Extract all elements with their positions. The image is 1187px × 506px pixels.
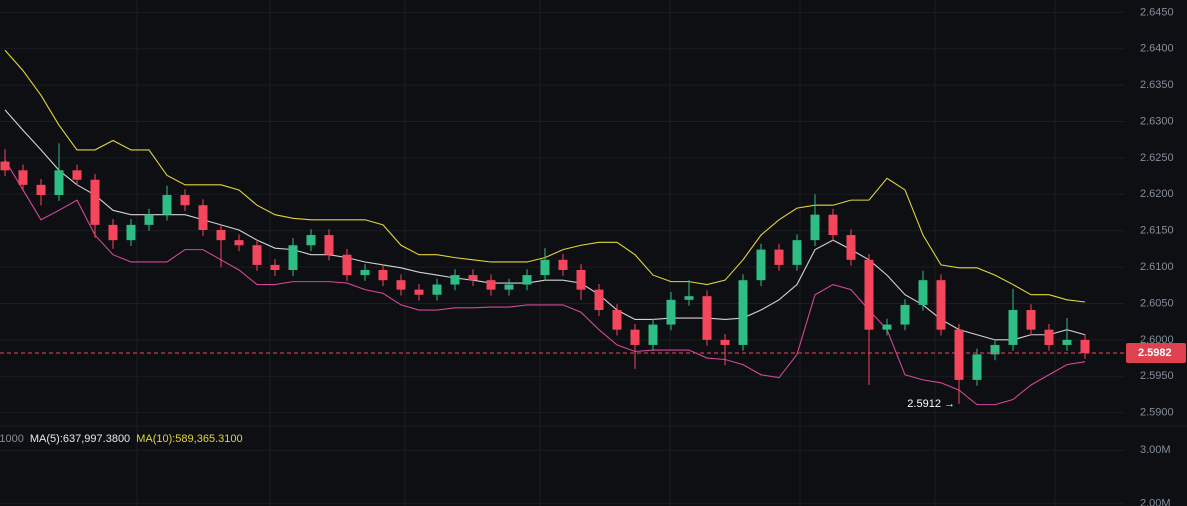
candle-body bbox=[666, 299, 676, 325]
candle-body bbox=[108, 224, 118, 241]
candle-body bbox=[468, 275, 478, 281]
candle-body bbox=[738, 280, 748, 345]
volume-tick-label: 3.00M bbox=[1140, 444, 1171, 456]
volume-legend: MA(5):637,997.3800 bbox=[30, 433, 130, 445]
candle-body bbox=[810, 214, 820, 241]
candle-body bbox=[576, 269, 586, 290]
last-price-label: 2.5982 bbox=[1138, 347, 1172, 359]
candle-body bbox=[414, 289, 424, 295]
volume-legend: MA(10):589,365.3100 bbox=[136, 433, 242, 445]
candle-body bbox=[756, 249, 766, 281]
low-annotation: 2.5912 → bbox=[907, 398, 955, 410]
y-tick-label: 2.6450 bbox=[1140, 6, 1174, 18]
volume-tick-label: 2.00M bbox=[1140, 497, 1171, 506]
candle-body bbox=[360, 269, 370, 276]
candle-body bbox=[72, 170, 82, 180]
candle-body bbox=[972, 354, 982, 380]
candle-body bbox=[612, 310, 622, 330]
candle-body bbox=[720, 339, 730, 345]
candle-body bbox=[378, 269, 388, 281]
candle-body bbox=[792, 240, 802, 265]
candle-body bbox=[1080, 339, 1090, 353]
candle-body bbox=[234, 240, 244, 246]
volume-legend: 354.1000 bbox=[0, 433, 24, 445]
candle-body bbox=[540, 259, 550, 276]
candle-body bbox=[288, 245, 298, 270]
candle-body bbox=[270, 264, 280, 270]
candle-body bbox=[306, 235, 316, 246]
candle-body bbox=[342, 254, 352, 276]
candle-body bbox=[828, 214, 838, 236]
candle-body bbox=[1026, 310, 1036, 330]
candle-body bbox=[648, 324, 658, 345]
y-tick-label: 2.5900 bbox=[1140, 407, 1174, 419]
candle-body bbox=[774, 249, 784, 265]
y-tick-label: 2.6300 bbox=[1140, 115, 1174, 127]
y-tick-label: 2.6400 bbox=[1140, 43, 1174, 55]
candle-body bbox=[144, 214, 154, 225]
candle-body bbox=[1044, 329, 1054, 345]
candle-body bbox=[558, 259, 568, 270]
y-tick-label: 2.5950 bbox=[1140, 370, 1174, 382]
candle-body bbox=[702, 296, 712, 340]
y-tick-label: 2.6350 bbox=[1140, 79, 1174, 91]
y-tick-label: 2.6100 bbox=[1140, 261, 1174, 273]
candle-body bbox=[180, 195, 190, 206]
candle-body bbox=[900, 304, 910, 325]
candle-body bbox=[450, 275, 460, 285]
candle-body bbox=[162, 195, 172, 215]
candle-body bbox=[684, 296, 694, 300]
band-line bbox=[4, 159, 1086, 406]
candle-body bbox=[1062, 339, 1072, 345]
candle-body bbox=[846, 235, 856, 260]
candle-body bbox=[216, 229, 226, 241]
candle-body bbox=[0, 161, 10, 171]
candle-body bbox=[90, 179, 100, 225]
candle-body bbox=[54, 170, 64, 196]
y-tick-label: 2.6050 bbox=[1140, 297, 1174, 309]
candle-body bbox=[252, 245, 262, 265]
y-tick-label: 2.6150 bbox=[1140, 225, 1174, 237]
candle-body bbox=[594, 289, 604, 311]
candle-body bbox=[882, 324, 892, 330]
candle-body bbox=[36, 184, 46, 196]
candle-body bbox=[504, 284, 514, 290]
candle-body bbox=[990, 344, 1000, 355]
candle-body bbox=[432, 284, 442, 295]
y-tick-label: 2.6200 bbox=[1140, 188, 1174, 200]
candle-body bbox=[918, 280, 928, 305]
candle-body bbox=[486, 280, 496, 290]
candle-body bbox=[198, 205, 208, 230]
candle-body bbox=[1008, 310, 1018, 345]
y-tick-label: 2.6000 bbox=[1140, 334, 1174, 346]
candle-body bbox=[324, 235, 334, 255]
candle-body bbox=[126, 224, 136, 241]
candle-body bbox=[630, 329, 640, 345]
candle-body bbox=[864, 259, 874, 330]
candle-body bbox=[18, 170, 28, 185]
candle-body bbox=[396, 280, 406, 290]
candle-body bbox=[522, 275, 532, 285]
last-price-box bbox=[1126, 342, 1186, 363]
y-tick-label: 2.6250 bbox=[1140, 152, 1174, 164]
candle-body bbox=[954, 329, 964, 380]
candle-body bbox=[936, 280, 946, 330]
